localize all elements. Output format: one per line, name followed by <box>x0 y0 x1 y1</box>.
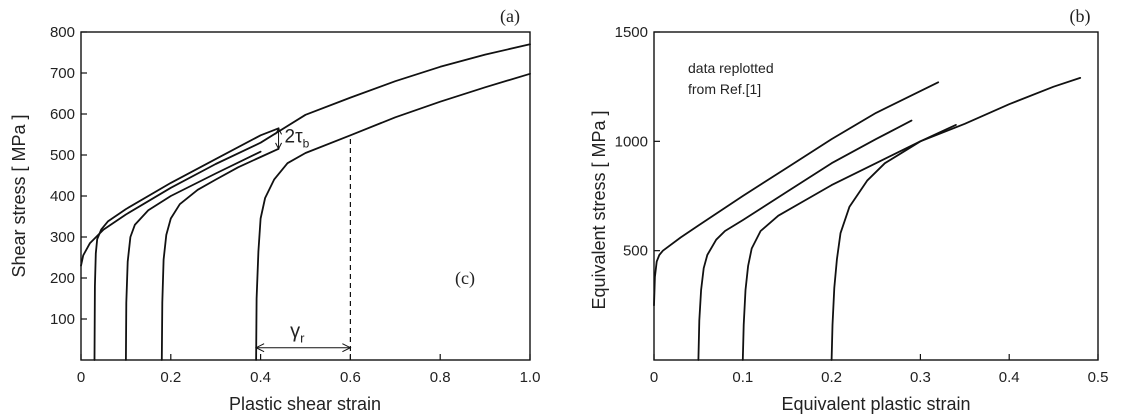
a-ytick-label-5: 600 <box>50 106 75 123</box>
a-series-line-5 <box>255 72 531 361</box>
gamma-r-label: γr <box>290 321 305 346</box>
b-series-line-2 <box>697 119 913 361</box>
panel-b-xlabel: Equivalent plastic strain <box>781 394 970 414</box>
b-series-line-1 <box>653 81 940 307</box>
b-ytick-label-1: 1000 <box>615 133 648 150</box>
a-ytick-label-3: 400 <box>50 188 75 205</box>
panel-a-ylabel: Shear stress [ MPa ] <box>9 114 29 277</box>
a-xtick-label-5: 1.0 <box>520 369 541 386</box>
a-xtick-label-0: 0 <box>77 369 85 386</box>
a-series-line-1 <box>80 43 531 267</box>
b-xtick-label-1: 0.1 <box>732 369 753 386</box>
b-series-line-4 <box>830 77 1082 361</box>
b-ytick-label-2: 1500 <box>615 24 648 41</box>
tau-b-label: 2τb <box>285 127 310 151</box>
a-xtick-label-2: 0.4 <box>250 369 271 386</box>
a-ytick-label-1: 200 <box>50 270 75 287</box>
panel-a-curves <box>80 43 531 361</box>
tau-b-subscript: b <box>303 137 310 151</box>
panel-a-xlabel: Plastic shear strain <box>229 394 381 414</box>
b-ytick-label-0: 500 <box>623 243 648 260</box>
panel-b-ylabel: Equivalent stress [ MPa ] <box>589 110 609 309</box>
a-series-line-3 <box>125 150 262 361</box>
a-series-line-2 <box>93 127 280 361</box>
a-ytick-label-0: 100 <box>50 311 75 328</box>
panel-a-tick-labels: 0 0.2 0.4 0.6 0.8 1.0 100 200 300 400 500 600 700 800 <box>50 24 540 386</box>
panel-b-tick-labels: 0 0.1 0.2 0.3 0.4 0.5 500 1000 1500 <box>615 24 1109 386</box>
a-ytick-label-6: 700 <box>50 65 75 82</box>
b-xtick-label-4: 0.4 <box>999 369 1020 386</box>
panel-b-label: (b) <box>1070 6 1091 27</box>
a-ytick-label-4: 500 <box>50 147 75 164</box>
panel-b-equivalent-stress-chart: 0 0.1 0.2 0.3 0.4 0.5 500 1000 1500 Equivalent p… <box>589 6 1108 414</box>
a-series-line-4 <box>160 147 280 361</box>
panel-b-note-line-2: from Ref.[1] <box>688 81 761 97</box>
panel-a-shear-stress-chart: 0 0.2 0.4 0.6 0.8 1.0 100 200 300 400 500 600 700 800… <box>9 6 540 414</box>
b-xtick-label-5: 0.5 <box>1088 369 1109 386</box>
panel-b-curves <box>653 77 1082 361</box>
a-ytick-label-7: 800 <box>50 24 75 41</box>
tau-b-arrowhead-top <box>275 127 283 135</box>
a-xtick-label-1: 0.2 <box>160 369 181 386</box>
b-xtick-label-2: 0.2 <box>821 369 842 386</box>
a-xtick-label-3: 0.6 <box>340 369 361 386</box>
panel-b-note-line-1: data replotted <box>688 60 774 76</box>
gamma-r-subscript: r <box>300 331 305 346</box>
a-ytick-label-2: 300 <box>50 229 75 246</box>
panel-a-label: (a) <box>500 6 520 27</box>
a-xtick-label-4: 0.8 <box>430 369 451 386</box>
gamma-r-arrowhead-right <box>342 343 352 353</box>
b-series-line-3 <box>741 124 957 361</box>
tau-b-symbol: 2τ <box>285 127 304 148</box>
gamma-r-arrowhead-left <box>254 343 265 353</box>
panel-b-frame <box>653 31 1099 361</box>
b-xtick-label-3: 0.3 <box>910 369 931 386</box>
gamma-r-symbol: γ <box>290 321 300 343</box>
b-xtick-label-0: 0 <box>650 369 658 386</box>
panel-a-annotations: γr 2τb <box>254 127 352 360</box>
tau-b-arrowhead-bottom <box>275 142 283 150</box>
panel-a-inner-label: (c) <box>455 268 475 289</box>
